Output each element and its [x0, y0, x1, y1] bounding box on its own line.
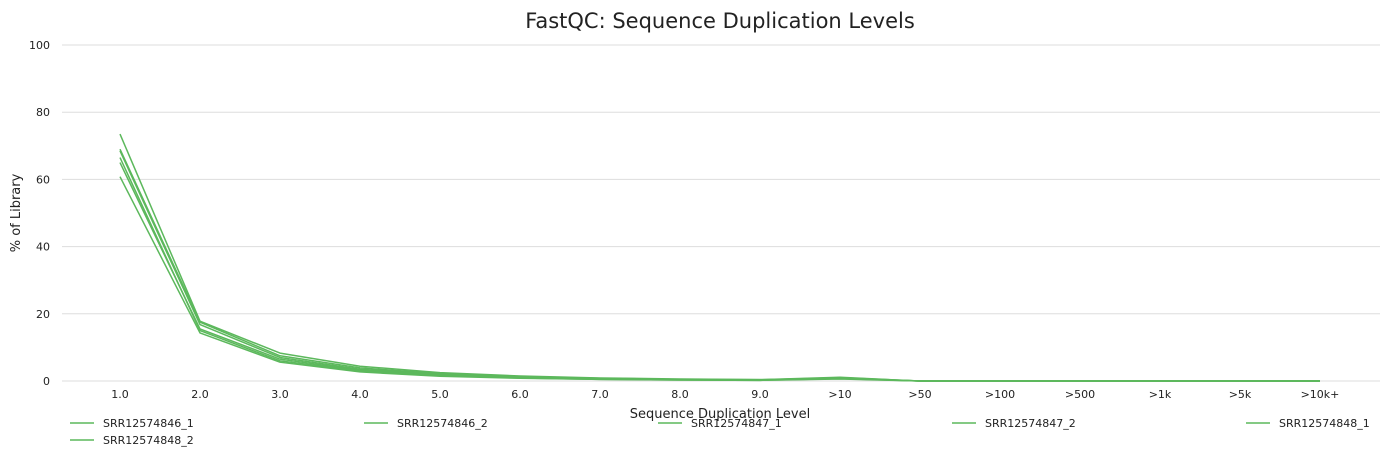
- legend-item[interactable]: SRR12574846_2: [364, 417, 488, 430]
- legend-item[interactable]: SRR12574846_1: [70, 417, 194, 430]
- series-line-SRR12574847_1: [120, 163, 1320, 381]
- x-tick-label: >5k: [1229, 388, 1252, 401]
- x-tick-label: >50: [908, 388, 931, 401]
- legend-label: SRR12574848_2: [103, 434, 194, 447]
- x-tick-label: >1k: [1149, 388, 1172, 401]
- series-lines: [120, 134, 1320, 381]
- y-axis-label: % of Library: [9, 173, 24, 252]
- x-tick-label: >10k+: [1301, 388, 1340, 401]
- x-tick-label: 7.0: [591, 388, 609, 401]
- legend-item[interactable]: SRR12574847_2: [952, 417, 1076, 430]
- x-tick-label: 5.0: [431, 388, 449, 401]
- chart-title: FastQC: Sequence Duplication Levels: [525, 9, 915, 33]
- x-tick-label: >100: [985, 388, 1015, 401]
- legend-label: SRR12574846_1: [103, 417, 194, 430]
- legend-item[interactable]: SRR12574848_2: [70, 434, 194, 447]
- legend: SRR12574846_1 SRR12574846_2 SRR12574847_1 S…: [70, 417, 1370, 447]
- x-tick-label: >500: [1065, 388, 1095, 401]
- y-axis-ticks: 0 20 40 60 80 100: [29, 39, 50, 388]
- x-axis-ticks: 1.0 2.0 3.0 4.0 5.0 6.0 7.0 8.0 9.0 >10 >50 >100 >50…: [111, 388, 1339, 401]
- y-tick-label: 20: [36, 308, 50, 321]
- legend-label: SRR12574847_2: [985, 417, 1076, 430]
- series-line-SRR12574848_1: [120, 151, 1320, 381]
- x-tick-label: 3.0: [271, 388, 289, 401]
- y-tick-label: 0: [43, 375, 50, 388]
- legend-label: SRR12574846_2: [397, 417, 488, 430]
- y-tick-label: 100: [29, 39, 50, 52]
- y-tick-label: 60: [36, 173, 50, 186]
- series-line-SRR12574847_2: [120, 177, 1320, 381]
- series-line-SRR12574846_2: [120, 149, 1320, 381]
- legend-item[interactable]: SRR12574848_1: [1246, 417, 1370, 430]
- x-tick-label: 4.0: [351, 388, 369, 401]
- x-tick-label: >10: [828, 388, 851, 401]
- x-tick-label: 8.0: [671, 388, 689, 401]
- y-tick-label: 40: [36, 241, 50, 254]
- x-tick-label: 1.0: [111, 388, 129, 401]
- x-tick-label: 6.0: [511, 388, 529, 401]
- grid-lines: [62, 45, 1380, 381]
- legend-label: SRR12574848_1: [1279, 417, 1370, 430]
- series-line-SRR12574846_1: [120, 134, 1320, 381]
- legend-label: SRR12574847_1: [691, 417, 782, 430]
- y-tick-label: 80: [36, 106, 50, 119]
- x-tick-label: 2.0: [191, 388, 209, 401]
- x-tick-label: 9.0: [751, 388, 769, 401]
- series-line-SRR12574848_2: [120, 158, 1320, 381]
